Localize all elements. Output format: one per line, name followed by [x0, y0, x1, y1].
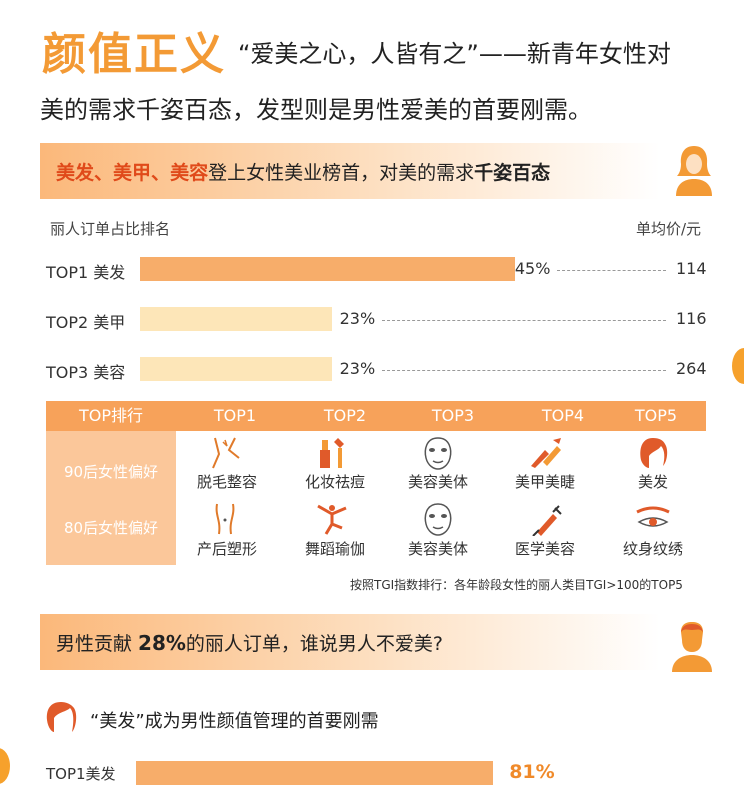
avg-price-value: 116	[676, 309, 707, 328]
hair-icon	[640, 438, 668, 468]
body-shape-icon	[215, 503, 235, 535]
cell-label: 美容美体	[407, 473, 468, 491]
page-subtitle: 美的需求千姿百态，发型则是男性爱美的首要刚需。	[40, 96, 592, 124]
bar	[140, 357, 332, 381]
row-label-80: 80后女性偏好	[63, 519, 159, 537]
male-hair-icon	[46, 702, 77, 732]
nail-brush-icon	[531, 438, 561, 468]
table-header-cell: TOP3	[431, 406, 475, 425]
page-title-quote: “爱美之心，人皆有之”——新青年女性对	[238, 40, 671, 68]
banner-bold: 千姿百态	[474, 162, 551, 184]
male-banner-pct: 28%	[138, 631, 186, 655]
table-header-cell: TOP1	[213, 406, 257, 425]
woman-icon	[676, 146, 712, 196]
face-mask-icon	[424, 437, 452, 470]
banner-highlight: 美甲	[113, 162, 152, 184]
table-header-first: TOP排行	[78, 406, 144, 425]
banner-sep: 、	[151, 162, 171, 184]
table-header-cell: TOP4	[541, 406, 585, 425]
syringe-icon	[532, 505, 562, 536]
bar	[136, 761, 494, 785]
row-label-90: 90后女性偏好	[63, 463, 159, 481]
order-share-caption: 丽人订单占比排名	[50, 220, 171, 238]
leader-line	[381, 320, 666, 321]
decor-dot	[732, 348, 744, 384]
male-banner-text: 男性贡献 28%的丽人订单，谁说男人不爱美?	[56, 629, 443, 656]
table-row-labels: 90后女性偏好 80后女性偏好	[46, 431, 176, 565]
bar	[140, 257, 515, 281]
bar-value-label: 23%	[339, 309, 376, 328]
cell-label: 医学美容	[514, 540, 575, 558]
male-banner-post: 的丽人订单，谁说男人不爱美?	[185, 633, 444, 655]
page-title: 颜值正义	[42, 29, 226, 80]
table-footnote: 按照TGI指数排行：各年龄段女性的丽人类目TGI>100的TOP5	[350, 578, 683, 592]
bar	[140, 307, 332, 331]
male-subtitle: “美发”成为男性颜值管理的首要刚需	[90, 711, 379, 732]
table-header: TOP排行 TOP1 TOP2 TOP3 TOP4 TOP5	[46, 401, 706, 431]
leader-line	[556, 270, 666, 271]
cell-label: 舞蹈瑜伽	[304, 540, 365, 558]
bar-category-label: TOP2 美甲	[46, 313, 126, 332]
table-header-cell: TOP5	[634, 406, 678, 425]
avg-price-caption: 单均价/元	[636, 220, 702, 238]
male-banner-pre: 男性贡献	[56, 633, 139, 655]
cell-label: 产后塑形	[196, 540, 257, 558]
female-banner-text: 美发、美甲、美容登上女性美业榜首，对美的需求千姿百态	[56, 158, 550, 185]
bar-category-label: TOP1 美发	[46, 263, 126, 282]
male-banner: 男性贡献 28%的丽人订单，谁说男人不爱美?	[40, 614, 660, 670]
bar-category-label: TOP1美发	[46, 765, 116, 783]
cell-label: 化妆祛痘	[304, 473, 365, 491]
bar-value-label: 23%	[339, 359, 376, 378]
cell-label: 美发	[637, 473, 668, 491]
bar-value-label: 81%	[509, 761, 555, 783]
female-banner: 美发、美甲、美容登上女性美业榜首，对美的需求千姿百态	[40, 143, 660, 199]
banner-highlight: 美容	[170, 162, 209, 184]
cell-label: 脱毛整容	[196, 473, 257, 491]
cosmetics-icon	[320, 438, 344, 468]
banner-highlight: 美发	[56, 162, 95, 184]
man-icon	[672, 622, 712, 672]
cell-label: 美容美体	[407, 540, 468, 558]
eyebrow-icon	[636, 506, 670, 527]
leader-line	[381, 370, 666, 371]
banner-sep: 、	[94, 162, 114, 184]
banner-mid: 登上女性美业榜首，对美的需求	[208, 162, 475, 184]
face-mask-icon	[424, 503, 452, 536]
bar-value-label: 45%	[514, 259, 551, 278]
table-header-cell: TOP2	[323, 406, 367, 425]
dancer-icon	[317, 504, 347, 535]
bar-category-label: TOP3 美容	[46, 363, 126, 382]
decor-dot	[0, 748, 10, 784]
cell-label: 纹身纹绣	[622, 540, 683, 558]
avg-price-value: 264	[676, 359, 707, 378]
cell-label: 美甲美睫	[514, 473, 575, 491]
neck-icon	[212, 437, 240, 469]
avg-price-value: 114	[676, 259, 707, 278]
